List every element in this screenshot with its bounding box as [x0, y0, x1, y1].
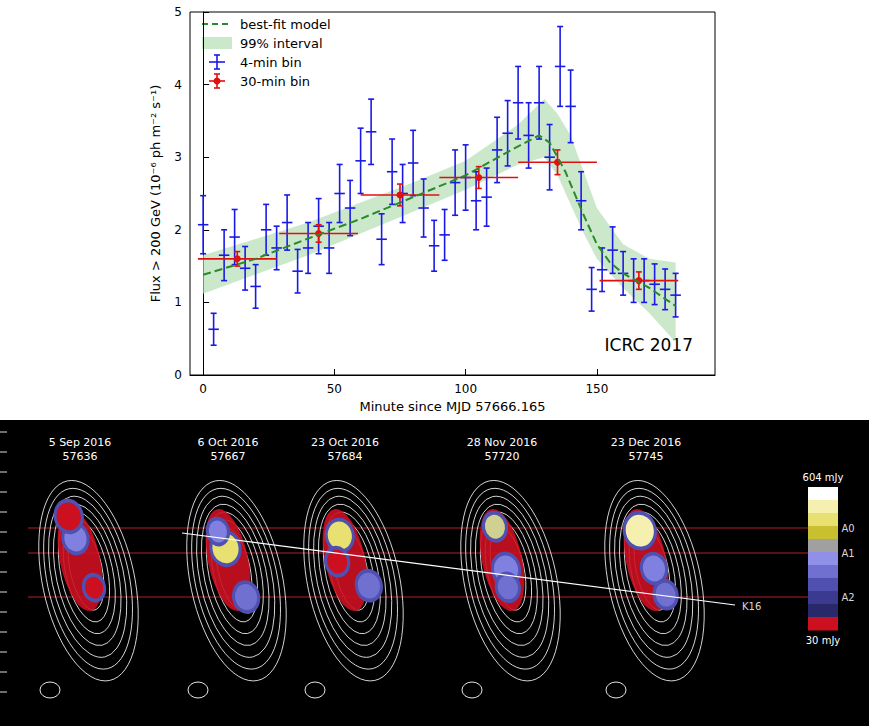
svg-text:0: 0: [199, 382, 207, 396]
svg-text:best-fit model: best-fit model: [240, 17, 331, 32]
svg-text:150: 150: [585, 382, 608, 396]
svg-text:A1: A1: [841, 548, 854, 559]
svg-text:A2: A2: [841, 592, 854, 603]
svg-text:100: 100: [454, 382, 477, 396]
svg-text:99% interval: 99% interval: [240, 36, 323, 51]
svg-text:Flux > 200 GeV (10⁻⁶ ph m⁻² s⁻: Flux > 200 GeV (10⁻⁶ ph m⁻² s⁻¹): [148, 85, 163, 302]
svg-text:1: 1: [174, 295, 182, 309]
svg-text:6 Oct 2016: 6 Oct 2016: [197, 436, 258, 449]
svg-text:K16: K16: [742, 601, 761, 612]
svg-text:23 Oct 2016: 23 Oct 2016: [311, 436, 379, 449]
svg-text:2: 2: [174, 223, 182, 237]
svg-text:5 Sep 2016: 5 Sep 2016: [49, 436, 112, 449]
svg-text:4: 4: [174, 78, 182, 92]
svg-text:23 Dec 2016: 23 Dec 2016: [611, 436, 681, 449]
svg-text:3: 3: [174, 150, 182, 164]
svg-text:30 mJy: 30 mJy: [806, 635, 841, 646]
svg-text:57684: 57684: [328, 450, 363, 463]
svg-text:50: 50: [327, 382, 342, 396]
svg-text:28 Nov 2016: 28 Nov 2016: [467, 436, 537, 449]
svg-text:57636: 57636: [63, 450, 98, 463]
svg-text:57667: 57667: [211, 450, 246, 463]
svg-text:57745: 57745: [629, 450, 664, 463]
svg-text:57720: 57720: [485, 450, 520, 463]
svg-text:30-min bin: 30-min bin: [240, 74, 310, 89]
svg-text:Minute since MJD 57666.165: Minute since MJD 57666.165: [360, 399, 546, 414]
svg-text:604 mJy: 604 mJy: [803, 472, 844, 483]
svg-text:A0: A0: [841, 523, 854, 534]
svg-text:ICRC 2017: ICRC 2017: [605, 335, 693, 355]
svg-text:5: 5: [174, 5, 182, 19]
svg-text:4-min bin: 4-min bin: [240, 55, 302, 70]
svg-text:0: 0: [174, 368, 182, 382]
